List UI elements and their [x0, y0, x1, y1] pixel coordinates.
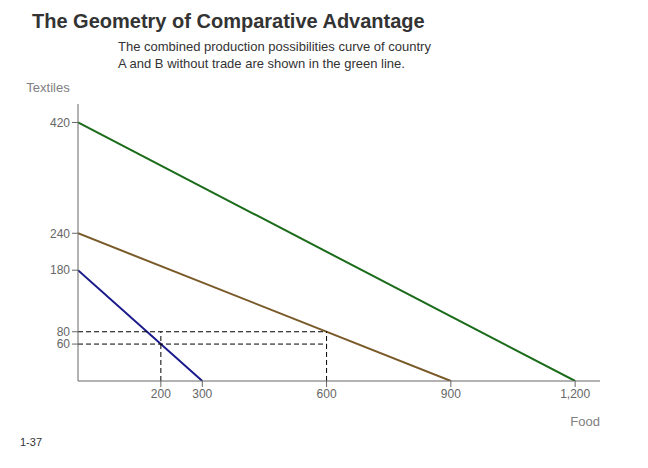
svg-text:Food: Food — [570, 414, 600, 429]
svg-text:1,200: 1,200 — [560, 387, 590, 401]
svg-text:300: 300 — [192, 387, 212, 401]
svg-text:80: 80 — [57, 325, 71, 339]
svg-text:240: 240 — [50, 227, 70, 241]
html-text:1-37: 1-37 — [20, 436, 42, 448]
svg-text:600: 600 — [317, 387, 337, 401]
svg-text:200: 200 — [151, 387, 171, 401]
svg-text:180: 180 — [50, 263, 70, 277]
html-text:The Geometry of Comparative Ad: The Geometry of Comparative Advantage — [32, 10, 425, 32]
html-text:The combined production possib: The combined production possibilities cu… — [118, 39, 431, 54]
svg-text:Textiles: Textiles — [26, 80, 70, 95]
svg-text:420: 420 — [50, 116, 70, 130]
svg-text:60: 60 — [57, 337, 71, 351]
svg-text:900: 900 — [441, 387, 461, 401]
html-text:A and B without trade are show: A and B without trade are shown in the g… — [118, 56, 405, 71]
